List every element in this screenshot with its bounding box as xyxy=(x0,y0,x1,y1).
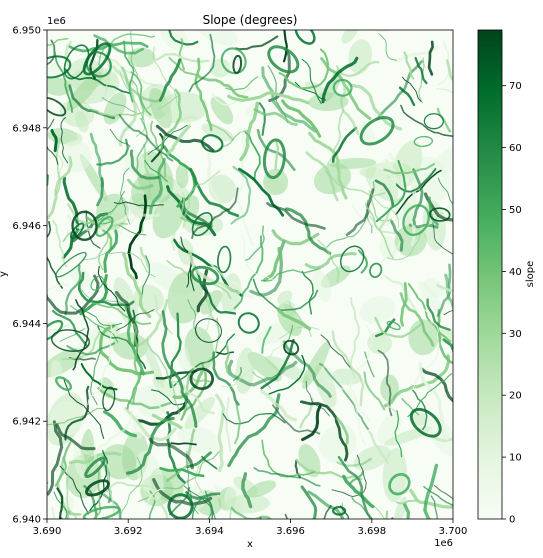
y-tick-label: 6.946 xyxy=(12,221,41,232)
x-tick-label: 3.694 xyxy=(195,526,224,537)
x-tick-label: 3.690 xyxy=(33,526,62,537)
colorbar-ticks: 0 10 20 30 40 50 60 70 xyxy=(502,81,522,526)
colorbar xyxy=(477,29,503,520)
colorbar-tick-label: 40 xyxy=(509,267,522,278)
y-axis-label: y xyxy=(0,271,9,277)
x-tick-label: 3.700 xyxy=(439,526,468,537)
x-tick-label: 3.698 xyxy=(357,526,386,537)
colorbar-tick-label: 0 xyxy=(509,515,515,526)
y-offset-label: 1e6 xyxy=(47,16,66,27)
y-tick-label: 6.942 xyxy=(12,417,41,428)
y-tick-label: 6.948 xyxy=(12,123,41,134)
colorbar-tick-label: 20 xyxy=(509,391,522,402)
colorbar-tick-label: 70 xyxy=(509,81,522,92)
plot-frame xyxy=(46,29,454,520)
x-tick-label: 3.696 xyxy=(276,526,305,537)
x-axis-ticks: 3.690 3.692 3.694 3.696 3.698 3.700 xyxy=(33,519,468,537)
colorbar-tick-label: 60 xyxy=(509,143,522,154)
colorbar-tick-label: 30 xyxy=(509,329,522,340)
y-tick-label: 6.950 xyxy=(12,26,41,37)
x-tick-label: 3.692 xyxy=(114,526,143,537)
y-tick-label: 6.940 xyxy=(12,515,41,526)
x-axis-label: x xyxy=(247,539,253,550)
y-axis-ticks: 6.940 6.942 6.944 6.946 6.948 6.950 xyxy=(12,26,47,526)
colorbar-tick-label: 50 xyxy=(509,205,522,216)
colorbar-tick-label: 10 xyxy=(509,453,522,464)
x-offset-label: 1e6 xyxy=(434,538,453,549)
chart-title: Slope (degrees) xyxy=(203,13,298,27)
colorbar-label: slope xyxy=(525,261,536,288)
slope-heatmap xyxy=(47,30,453,519)
y-tick-label: 6.944 xyxy=(12,319,41,330)
